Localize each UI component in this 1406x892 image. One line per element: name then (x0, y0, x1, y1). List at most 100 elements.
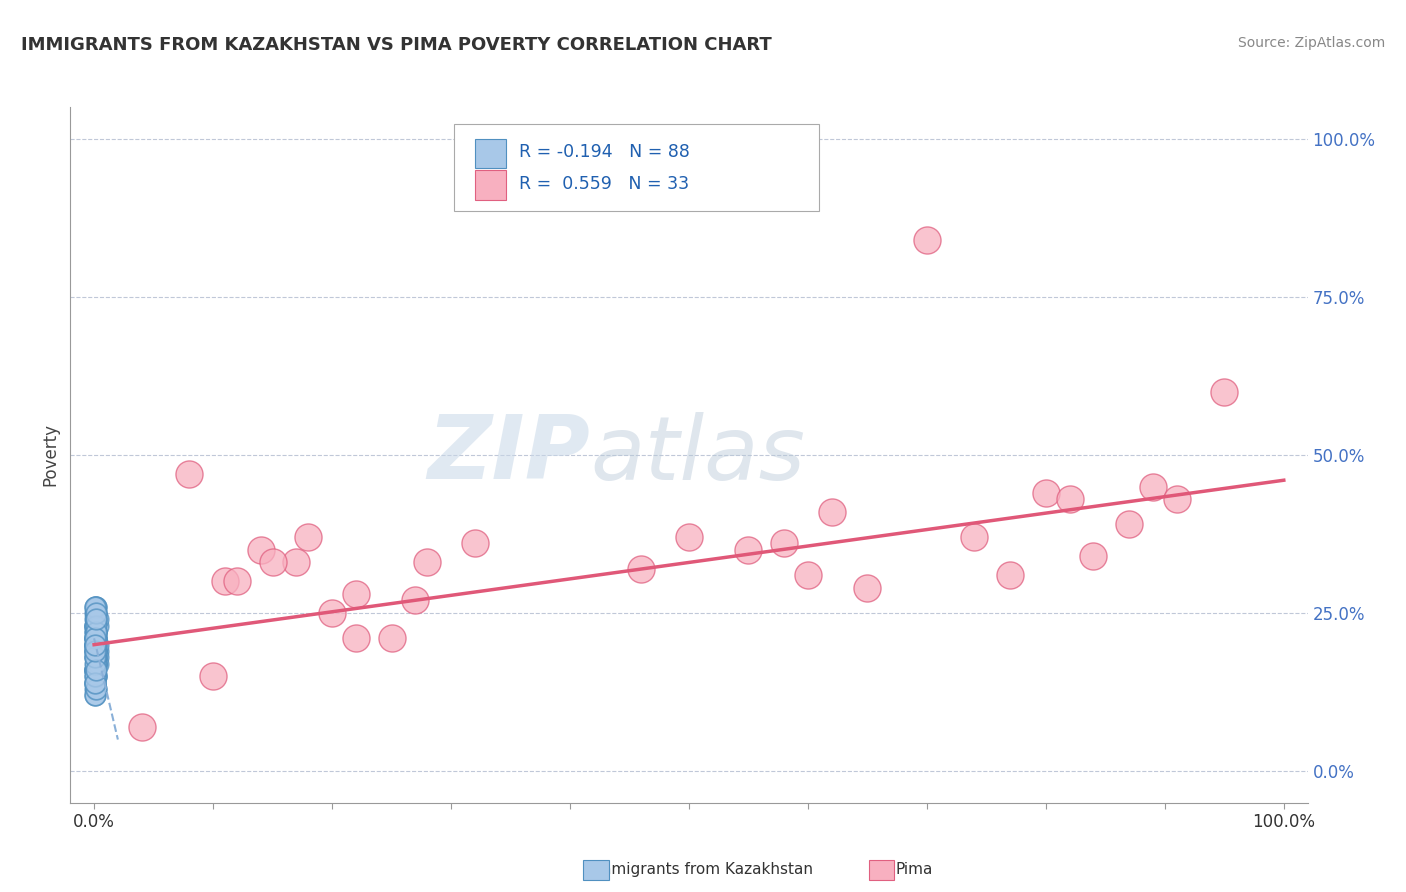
Point (86, 632, 108, 646)
Point (84, 632, 107, 646)
Point (86, 657, 108, 671)
Point (86, 618, 108, 632)
Point (84, 632, 107, 646)
Point (416, 556, 439, 570)
Point (86, 644, 108, 658)
Point (86, 612, 108, 626)
Point (84, 618, 107, 632)
Point (86, 644, 108, 658)
Point (84, 632, 107, 646)
Point (84, 650, 107, 665)
Point (344, 587, 367, 601)
Point (84, 663, 107, 677)
Point (86, 650, 108, 665)
Point (86, 644, 108, 658)
Point (86, 650, 108, 665)
Point (86, 612, 108, 626)
Point (297, 530, 319, 544)
Point (84, 644, 107, 658)
Point (86, 681, 108, 696)
Point (1166, 492, 1188, 507)
Point (131, 720, 153, 734)
Point (344, 632, 367, 646)
Text: atlas: atlas (591, 412, 804, 498)
Point (86, 606, 108, 620)
Point (86, 657, 108, 671)
Point (249, 542, 271, 557)
Point (86, 625, 108, 640)
Point (285, 556, 308, 570)
Point (86, 599, 108, 614)
Point (84, 688, 107, 702)
Point (84, 618, 107, 632)
Point (84, 663, 107, 677)
Point (86, 625, 108, 640)
Point (86, 669, 108, 683)
Point (84, 675, 107, 690)
Point (84, 663, 107, 677)
Point (86, 657, 108, 671)
Point (404, 593, 426, 607)
FancyBboxPatch shape (475, 170, 506, 200)
Point (86, 650, 108, 665)
Point (84, 657, 107, 671)
Point (202, 669, 225, 683)
Point (321, 606, 343, 620)
Point (380, 632, 402, 646)
Point (998, 568, 1021, 582)
Text: Source: ZipAtlas.com: Source: ZipAtlas.com (1237, 36, 1385, 50)
Point (262, 556, 284, 570)
Point (1035, 486, 1057, 500)
Point (84, 625, 107, 640)
Point (84, 638, 107, 652)
Point (84, 625, 107, 640)
Point (821, 505, 844, 519)
Point (86, 612, 108, 626)
Point (84, 644, 107, 658)
Point (84, 663, 107, 677)
Point (86, 681, 108, 696)
Point (225, 574, 247, 589)
FancyBboxPatch shape (454, 124, 818, 211)
Point (86, 632, 108, 646)
Point (915, 233, 938, 247)
Point (1118, 517, 1140, 532)
Point (179, 467, 201, 481)
Point (84, 675, 107, 690)
Point (84, 675, 107, 690)
Point (86, 638, 108, 652)
Point (84, 650, 107, 665)
Point (84, 618, 107, 632)
Point (773, 536, 796, 550)
Point (84, 669, 107, 683)
Point (84, 638, 107, 652)
Point (86, 657, 108, 671)
Point (86, 606, 108, 620)
Point (86, 632, 108, 646)
Point (1083, 549, 1105, 563)
Point (84, 632, 107, 646)
Point (86, 625, 108, 640)
Point (86, 612, 108, 626)
Point (84, 644, 107, 658)
Point (84, 688, 107, 702)
Point (84, 669, 107, 683)
Point (86, 669, 108, 683)
Point (86, 669, 108, 683)
Point (86, 638, 108, 652)
Point (84, 606, 107, 620)
Point (84, 599, 107, 614)
Point (86, 644, 108, 658)
Text: Pima: Pima (896, 863, 932, 877)
Point (86, 612, 108, 626)
Point (86, 638, 108, 652)
Point (84, 681, 107, 696)
Point (1213, 384, 1236, 399)
Point (86, 663, 108, 677)
Point (86, 657, 108, 671)
Point (84, 638, 107, 652)
Point (84, 618, 107, 632)
Point (86, 618, 108, 632)
Point (84, 599, 107, 614)
Point (86, 657, 108, 671)
